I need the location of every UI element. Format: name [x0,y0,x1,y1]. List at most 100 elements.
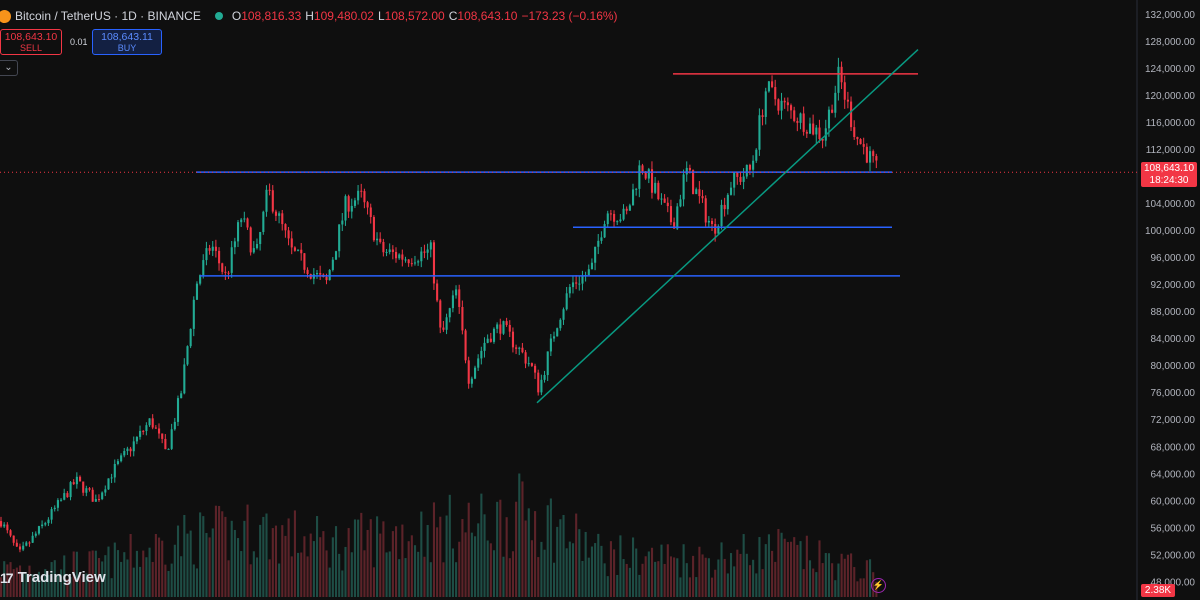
volume-bar [613,549,616,597]
candle-body [281,213,284,225]
candle-body [284,224,287,231]
candle-body [603,224,606,238]
candle-body [391,249,394,252]
price-axis-tick: 72,000.00 [1151,415,1196,426]
volume-bar [426,525,429,597]
volume-bar [376,516,379,597]
candle-body [511,331,515,348]
volume-bar [477,523,480,597]
candle-body [429,242,432,250]
candle-body [63,493,66,500]
volume-bar [654,561,657,597]
volume-bar [347,528,350,597]
candle-body [802,113,805,132]
candle-body [37,526,41,534]
price-axis-tick: 60,000.00 [1151,496,1196,507]
candle-body [297,249,300,251]
volume-bar [480,493,483,597]
volume-bar [534,511,537,597]
candle-body [202,260,205,276]
volume-bar [391,531,394,597]
volume-bar [711,577,714,597]
volume-bar [632,537,635,597]
candle-body [60,499,63,501]
volume-bar [511,551,515,597]
volume-bar [568,541,571,597]
volume-bar [401,524,404,597]
volume-bar [628,567,631,597]
candle-body [214,246,217,251]
price-axis-tick: 56,000.00 [1151,523,1196,534]
brand-name: TradingView [17,569,106,586]
candle-body [641,165,644,172]
volume-bar [423,556,426,597]
volume-bar [714,569,717,597]
volume-bar [641,563,644,597]
volume-bar [748,565,752,597]
symbol-title[interactable]: Bitcoin / TetherUS · 1D · BINANCE [15,9,201,23]
candle-body [224,271,227,273]
volume-bar [515,501,518,597]
volume-bar [590,546,594,597]
candle-body [91,489,94,502]
candle-body [783,100,786,103]
collapse-toggle-button[interactable]: ⌄ [0,60,18,76]
buy-label: BUY [117,43,137,53]
volume-bar [767,534,770,597]
candle-body [496,324,499,329]
volume-bar [116,550,120,597]
sell-button[interactable]: 108,643.10 SELL [0,29,62,55]
volume-bar [189,530,192,597]
buy-button[interactable]: 108,643.11 BUY [92,29,162,55]
candle-body [101,492,104,500]
volume-bar [44,569,47,597]
sell-price: 108,643.10 [4,31,58,43]
volume-bar [524,520,527,597]
candle-body [268,189,271,191]
candle-body [704,198,707,223]
candle-body [451,295,454,309]
candle-body [534,365,537,373]
volume-bar [638,574,641,597]
volume-bar [97,558,101,597]
volume-bar [657,561,660,597]
trend-line[interactable] [536,48,919,404]
tradingview-logo[interactable]: 17 TradingView [0,569,106,586]
candle-body [707,220,710,223]
candle-body [733,172,736,188]
candle-body [663,198,666,203]
candle-body [717,226,720,234]
candle-body [543,375,546,380]
price-axis-tick: 104,000.00 [1145,199,1195,210]
volume-bar [331,537,334,597]
volume-bar [483,514,486,597]
lightning-icon[interactable]: ⚡ [871,578,886,593]
candle-body [609,213,612,215]
candle-body [18,546,22,550]
candle-body [771,81,774,88]
price-axis-tick: 124,000.00 [1145,64,1195,75]
volume-bar [736,549,739,597]
volume-bar [22,572,25,597]
candle-body [445,317,448,330]
candle-body [875,156,878,161]
candle-body [679,199,682,207]
volume-bar [805,535,808,597]
volume-bar [0,577,3,597]
candle-body [0,521,3,527]
candle-body [872,151,875,157]
volume-bar [549,498,552,597]
candle-body [508,324,511,332]
open-label: O [231,9,242,23]
volume-bar [745,553,748,597]
volume-bar [559,519,562,597]
volume-bar [278,563,281,597]
candle-body [856,137,859,140]
volume-bar [360,512,363,597]
candle-body [831,109,834,113]
volume-bar [802,569,805,597]
candle-body [571,282,575,288]
candle-body [372,217,375,241]
candle-body [72,482,75,485]
